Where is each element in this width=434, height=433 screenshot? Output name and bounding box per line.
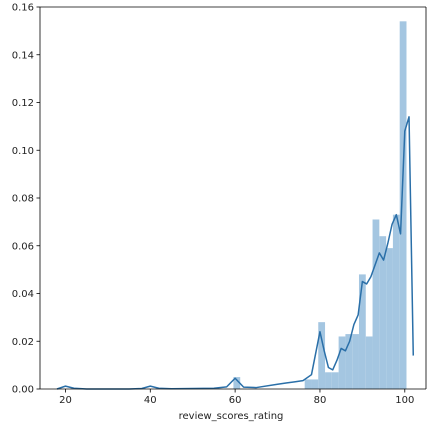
- histogram-bar: [325, 372, 332, 389]
- kde-curve: [56, 116, 415, 390]
- y-tick-label: 0.14: [12, 50, 34, 61]
- histogram-bar: [399, 21, 407, 389]
- histogram-bar: [345, 334, 353, 389]
- x-tick-label: 60: [229, 395, 242, 406]
- histogram-bar: [338, 336, 346, 389]
- histogram-bars: [233, 21, 407, 389]
- histogram-bar: [318, 322, 326, 389]
- x-tick-label: 40: [144, 395, 157, 406]
- y-tick-label: 0.04: [12, 289, 34, 300]
- y-tick-label: 0.00: [12, 385, 34, 396]
- histogram-bar: [365, 336, 373, 389]
- x-tick-label: 20: [59, 395, 72, 406]
- histogram-bar: [358, 274, 366, 389]
- x-axis-ticks: 20 40 60 80 100: [59, 389, 414, 406]
- histogram-bar: [331, 372, 339, 389]
- histogram-bar: [372, 219, 380, 389]
- histogram-bar: [304, 379, 312, 389]
- kde-curve-layer: [56, 116, 415, 390]
- y-axis-ticks: 0.00 0.02 0.04 0.06 0.08 0.10 0.12 0.14 0.16: [12, 3, 40, 396]
- y-tick-label: 0.16: [12, 3, 34, 14]
- y-tick-label: 0.10: [12, 146, 34, 157]
- histogram-bar: [233, 377, 241, 389]
- histogram-bar: [392, 214, 400, 389]
- histogram-bar: [386, 248, 393, 389]
- histogram-bar: [311, 379, 319, 389]
- x-tick-label: 100: [395, 395, 414, 406]
- y-tick-label: 0.06: [12, 241, 34, 252]
- y-tick-label: 0.02: [12, 337, 34, 348]
- y-tick-label: 0.08: [12, 194, 34, 205]
- x-axis-label: review_scores_rating: [179, 411, 284, 422]
- y-tick-label: 0.12: [12, 98, 34, 109]
- axes: [39, 6, 427, 390]
- histogram-bar: [352, 334, 359, 389]
- x-tick-label: 80: [314, 395, 327, 406]
- histogram-bar: [379, 236, 387, 389]
